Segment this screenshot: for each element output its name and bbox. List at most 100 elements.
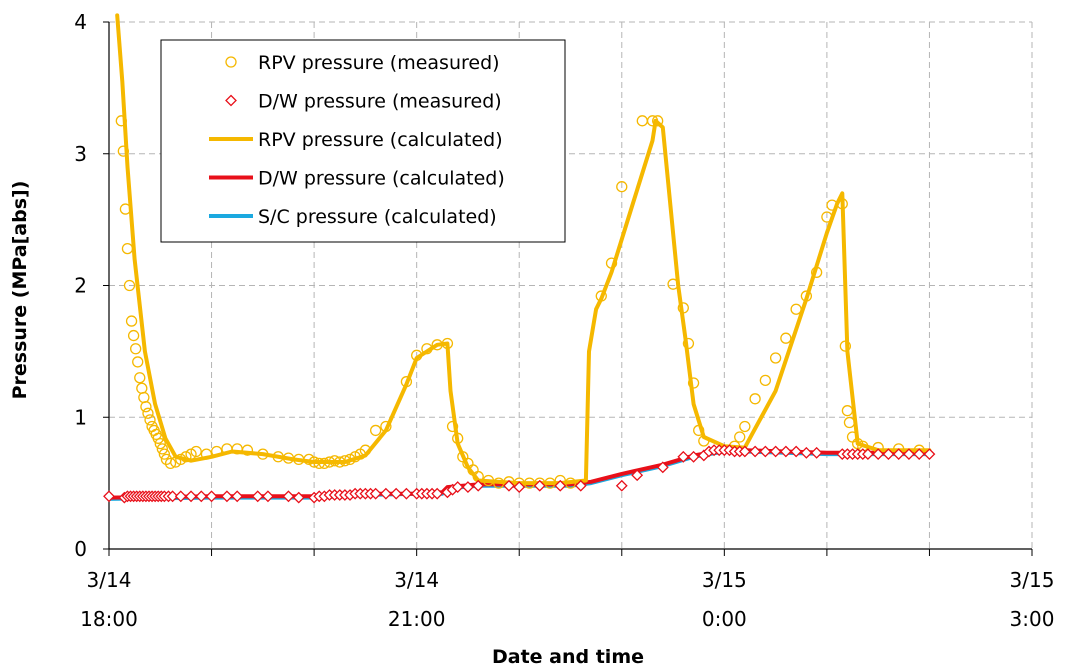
data-point-circle (334, 456, 346, 468)
data-point-circle (144, 414, 156, 426)
data-point-circle (190, 445, 202, 458)
data-point-diamond (400, 487, 413, 500)
data-point-diamond (462, 481, 474, 493)
series-line (115, 13, 932, 486)
data-point-circle (339, 455, 351, 467)
legend-label: D/W pressure (measured) (258, 91, 502, 113)
axes (103, 21, 1033, 556)
data-point-circle (739, 420, 751, 433)
data-point-circle (667, 278, 679, 290)
y-tick-label: 1 (74, 405, 87, 429)
data-point-circle (482, 474, 495, 487)
data-point-diamond (205, 490, 218, 503)
data-point-diamond (282, 490, 295, 503)
series-rpv-pressure-calculated (115, 13, 932, 486)
data-point-diamond (677, 450, 690, 463)
data-point-circle (200, 448, 213, 460)
data-point-diamond (738, 445, 751, 458)
data-point-diamond (913, 448, 926, 461)
data-point-diamond (262, 490, 274, 503)
x-tick-label-date: 3/14 (394, 568, 439, 592)
data-point-circle (605, 257, 618, 269)
data-point-circle (156, 443, 168, 455)
y-tick-label: 4 (74, 10, 87, 34)
data-point-diamond (103, 490, 115, 503)
y-axis-title: Pressure (MPa[abs]) (9, 181, 31, 400)
legend-label: RPV pressure (measured) (258, 52, 500, 74)
legend-diamond-swatch (225, 94, 237, 107)
data-point-diamond (892, 448, 905, 461)
data-point-circle (115, 115, 127, 127)
data-point-circle (693, 424, 705, 437)
data-point-diamond (533, 479, 546, 492)
data-point-diamond (221, 490, 233, 503)
data-point-diamond (800, 446, 813, 459)
data-point-diamond (292, 491, 305, 504)
data-point-circle (790, 303, 802, 315)
data-point-diamond (615, 479, 628, 492)
data-point-circle (780, 332, 792, 344)
data-point-circle (646, 115, 659, 127)
legend-circle-swatch (225, 56, 237, 68)
y-tick-label: 2 (74, 274, 87, 298)
data-point-circle (257, 448, 269, 460)
data-point-circle (800, 290, 813, 302)
data-point-circle (687, 377, 700, 389)
data-point-circle (843, 416, 856, 429)
x-tick-label-date: 3/14 (87, 568, 132, 592)
data-point-circle (836, 198, 848, 210)
data-point-diamond (872, 448, 885, 461)
data-point-diamond (923, 448, 936, 461)
data-point-circle (411, 349, 423, 361)
data-point-diamond (379, 487, 392, 500)
data-point-circle (142, 407, 154, 419)
data-point-diamond (882, 448, 895, 461)
data-point-diamond (185, 490, 197, 503)
data-point-circle (152, 432, 164, 444)
x-tick-label-time: 0:00 (702, 607, 747, 631)
data-point-circle (677, 302, 689, 314)
series-d-w-pressure-measured (103, 444, 936, 504)
data-point-diamond (513, 481, 526, 493)
data-point-circle (132, 356, 144, 368)
data-point-circle (140, 401, 152, 413)
data-point-circle (211, 445, 223, 458)
x-axis-title: Date and time (492, 646, 644, 668)
legend-item: D/W pressure (calculated) (209, 168, 505, 190)
data-point-diamond (779, 445, 792, 458)
data-point-circle (759, 374, 772, 387)
legend-label: S/C pressure (calculated) (258, 206, 497, 228)
legend-label: D/W pressure (calculated) (258, 168, 505, 190)
legend-item: RPV pressure (measured) (225, 52, 500, 74)
legend: RPV pressure (measured) D/W pressure (mea… (160, 39, 566, 243)
series-layer (103, 13, 936, 504)
data-point-diamond (574, 479, 587, 492)
data-point-circle (749, 393, 761, 405)
data-point-circle (652, 115, 664, 127)
y-tick-label: 0 (74, 537, 87, 561)
data-point-diamond (166, 490, 179, 503)
data-point-circle (130, 343, 142, 355)
data-point-circle (158, 448, 171, 460)
data-point-circle (544, 477, 556, 489)
data-point-circle (839, 340, 851, 352)
data-point-diamond (390, 487, 403, 500)
data-point-diamond (431, 487, 444, 500)
data-point-circle (682, 337, 695, 350)
data-point-diamond (369, 487, 382, 500)
data-point-diamond (687, 450, 700, 463)
data-point-diamond (769, 445, 782, 458)
x-tick-label-time: 3:00 (1010, 607, 1055, 631)
x-tick-label-time: 21:00 (388, 607, 446, 631)
data-point-circle (595, 290, 607, 302)
grid-lines (109, 21, 1033, 549)
data-point-circle (769, 352, 782, 364)
data-point-circle (241, 444, 254, 456)
legend-label: RPV pressure (calculated) (258, 129, 503, 151)
data-point-circle (821, 211, 833, 223)
data-point-circle (359, 444, 372, 456)
data-point-diamond (790, 445, 803, 458)
data-point-diamond (861, 448, 874, 461)
data-point-circle (616, 181, 628, 193)
